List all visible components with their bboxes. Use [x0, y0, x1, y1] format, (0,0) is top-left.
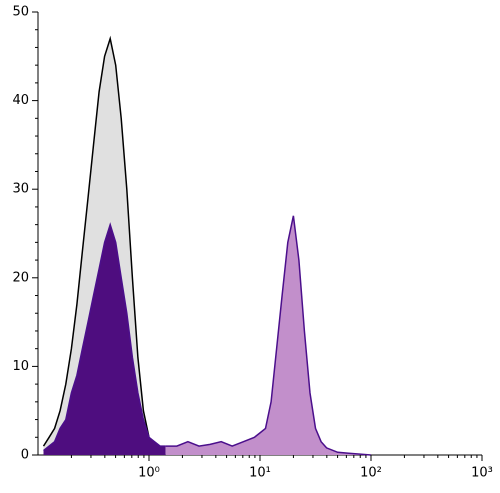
y-tick-label: 50 [12, 5, 29, 20]
area-line [42, 35, 167, 456]
x-tick-label: 10¹ [249, 466, 271, 481]
x-tick-label: 10³ [471, 466, 493, 481]
y-tick-label: 10 [12, 359, 29, 374]
area-line [165, 215, 372, 456]
x-tick-label: 10² [360, 466, 382, 481]
y-tick-label: 30 [12, 182, 29, 197]
area-fill [43, 224, 166, 455]
y-tick-label: 20 [12, 270, 29, 285]
y-tick-label: 40 [12, 93, 29, 108]
x-tick-label: 10⁰ [138, 466, 160, 481]
area-line [43, 222, 166, 452]
y-tick-label: 0 [21, 448, 29, 463]
area-fill [165, 215, 371, 455]
